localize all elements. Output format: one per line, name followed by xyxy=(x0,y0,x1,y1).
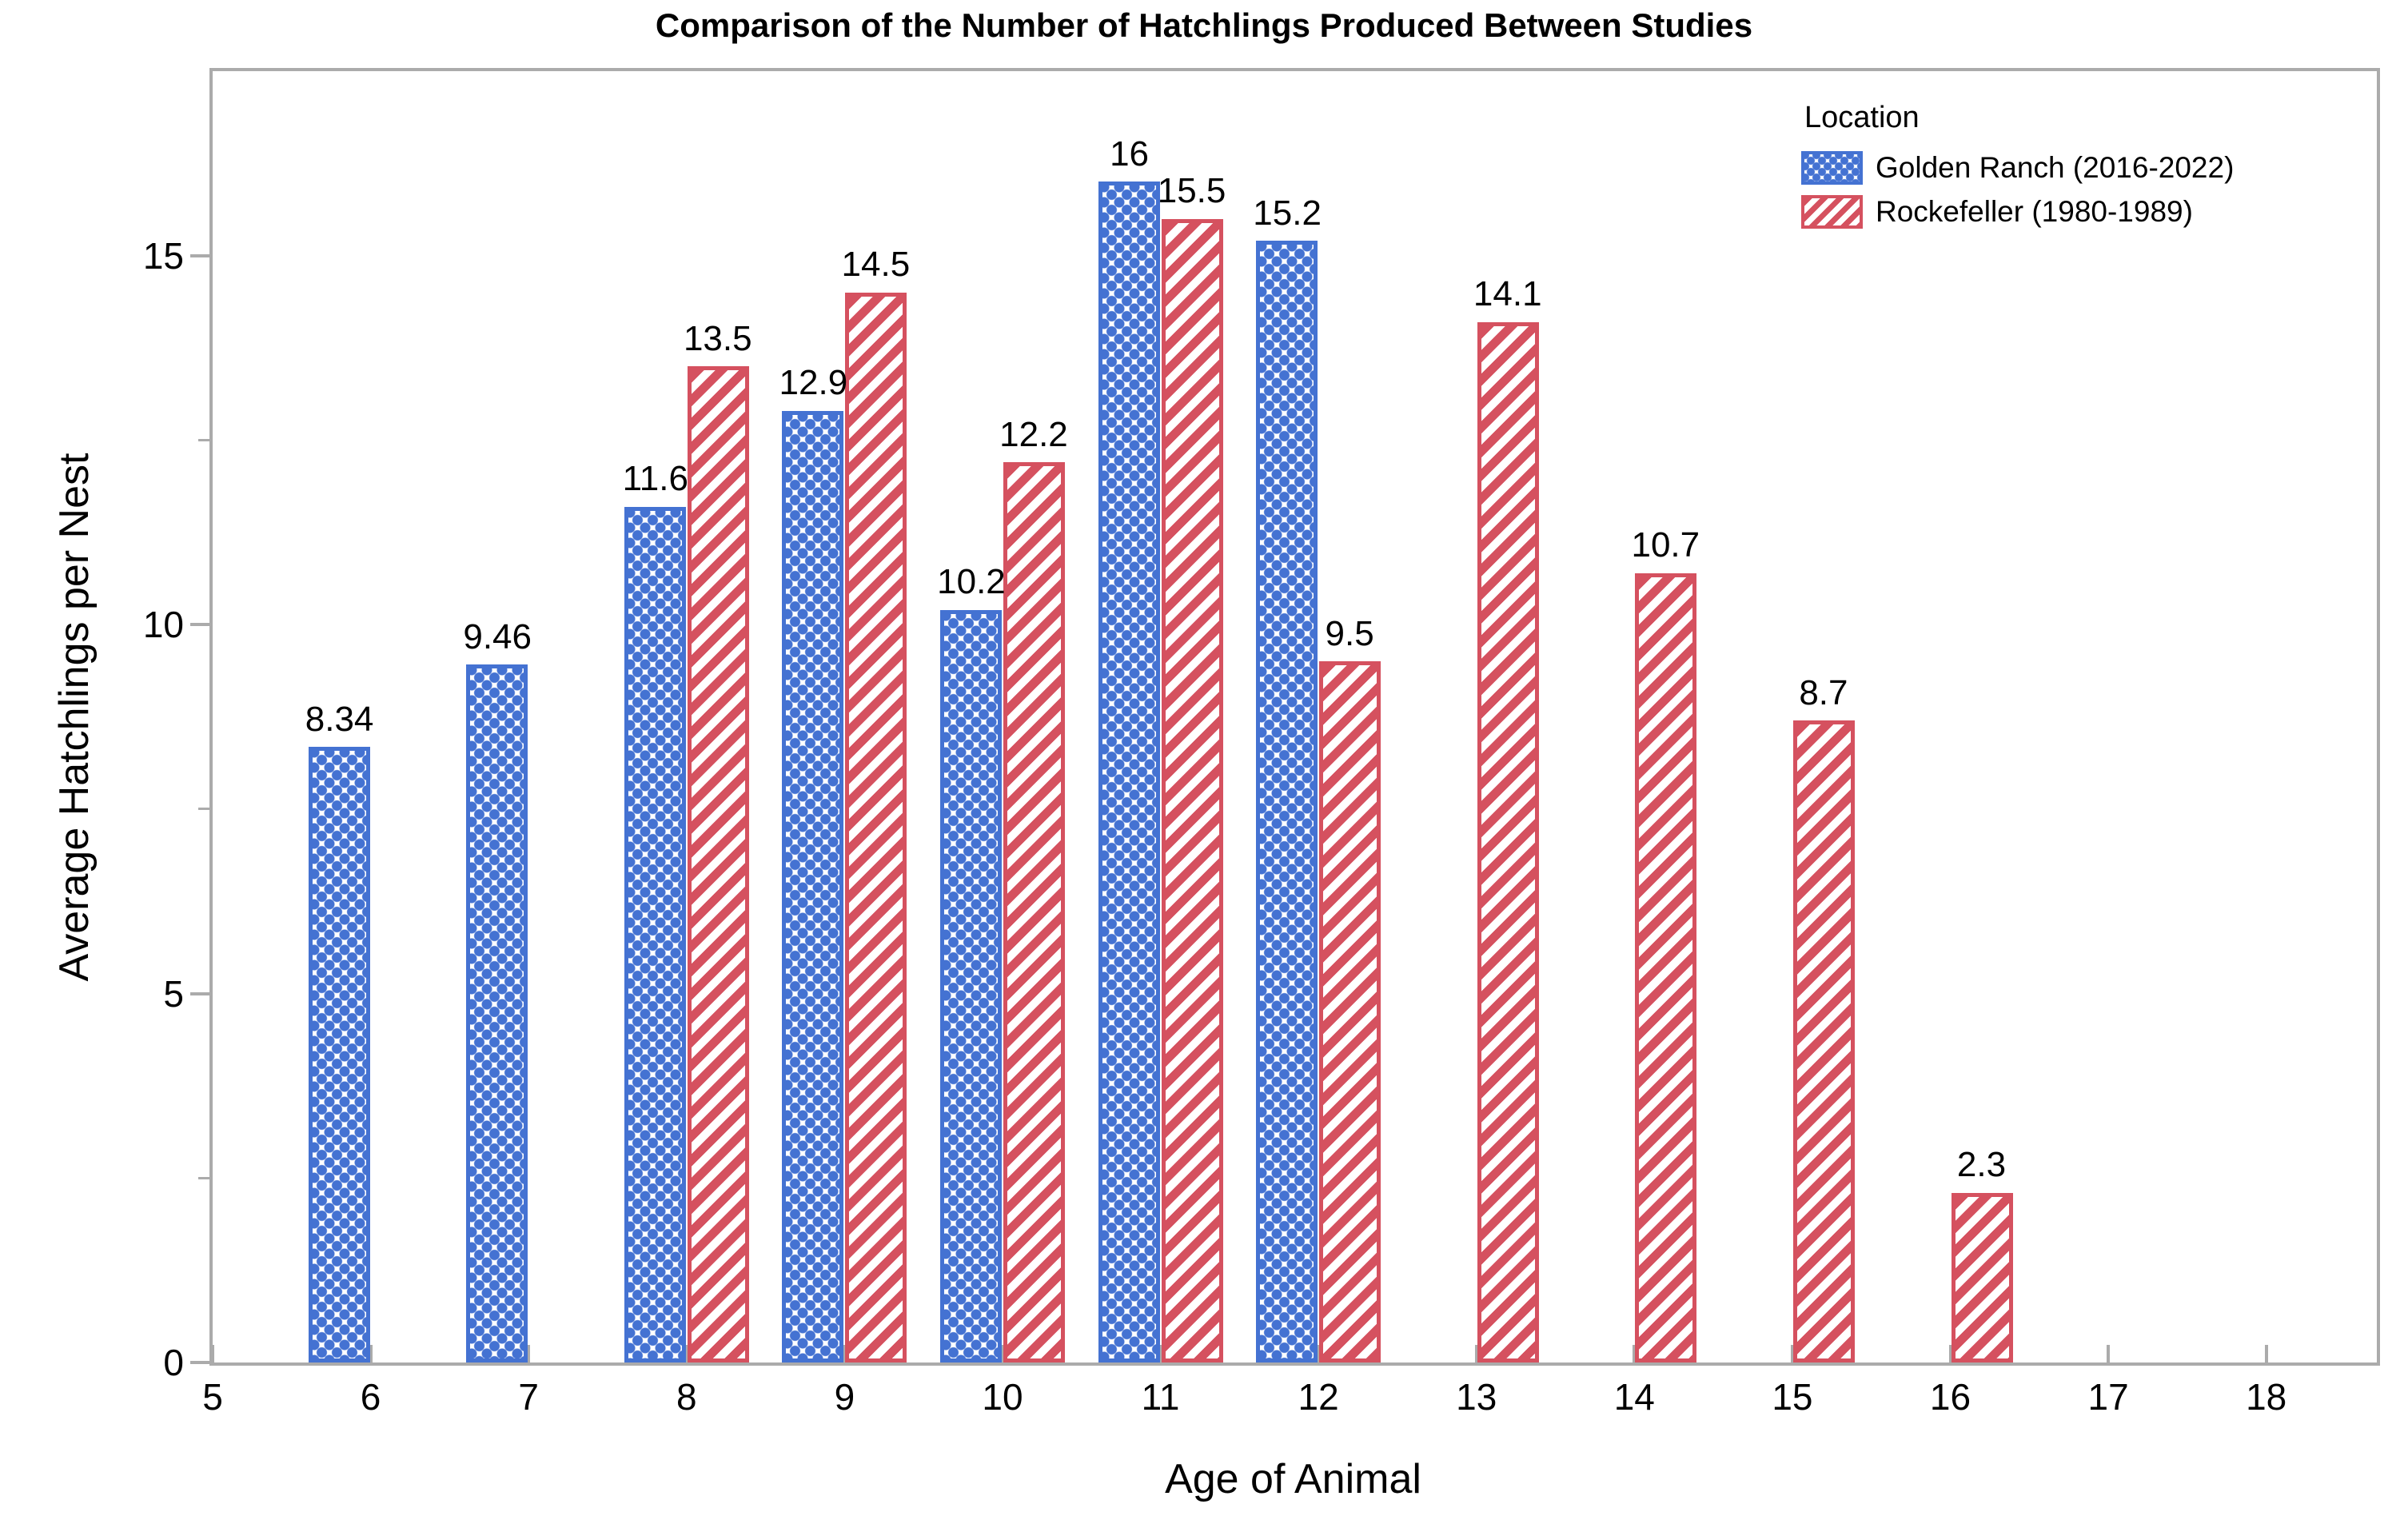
golden-ranch-swatch-icon xyxy=(1801,151,1863,185)
bar-golden-ranch-age-7 xyxy=(466,664,528,1362)
x-tick-label: 5 xyxy=(202,1376,223,1418)
bar-rockefeller-age-13 xyxy=(1477,321,1539,1362)
x-tick-mark xyxy=(1317,1345,1321,1362)
y-tick-mark-major xyxy=(190,1361,209,1364)
x-tick-label: 10 xyxy=(982,1376,1023,1418)
x-tick-mark xyxy=(843,1345,847,1362)
bar-rockefeller-age-10 xyxy=(1003,462,1065,1362)
bar-rockefeller-age-16 xyxy=(1951,1192,2013,1362)
bar-value-label: 14.1 xyxy=(1473,274,1542,314)
bar-golden-ranch-age-6 xyxy=(308,747,370,1362)
x-tick-mark xyxy=(1948,1345,1952,1362)
y-tick-mark-minor xyxy=(198,808,209,811)
x-tick-mark xyxy=(2264,1345,2268,1362)
bar-value-label: 8.7 xyxy=(1799,672,1848,712)
x-tick-label: 11 xyxy=(1141,1376,1180,1418)
x-tick-label: 8 xyxy=(676,1376,697,1418)
x-tick-label: 17 xyxy=(2087,1376,2129,1418)
bar-value-label: 9.46 xyxy=(463,616,532,656)
x-tick-mark xyxy=(1633,1345,1637,1362)
bar-golden-ranch-age-9 xyxy=(782,410,844,1362)
legend-entry-golden-ranch: Golden Ranch (2016-2022) xyxy=(1801,151,2234,185)
bar-value-label: 11.6 xyxy=(622,459,688,499)
y-tick-mark-minor xyxy=(198,438,209,441)
bar-rockefeller-age-14 xyxy=(1635,572,1697,1362)
y-tick-mark-major xyxy=(190,623,209,627)
x-tick-mark xyxy=(527,1345,531,1362)
bar-rockefeller-age-9 xyxy=(845,292,907,1362)
x-tick-label: 12 xyxy=(1298,1376,1339,1418)
legend-entry-rockefeller: Rockefeller (1980-1989) xyxy=(1801,195,2234,229)
bar-rockefeller-age-12 xyxy=(1319,661,1381,1362)
bar-value-label: 2.3 xyxy=(1956,1145,2007,1185)
bar-golden-ranch-age-11 xyxy=(1098,182,1160,1362)
x-tick-mark xyxy=(369,1345,373,1362)
y-tick-label: 5 xyxy=(163,972,184,1015)
bar-value-label: 16 xyxy=(1110,134,1150,174)
legend: Location Golden Ranch (2016-2022) Rockef… xyxy=(1801,101,2234,239)
bar-value-label: 15.2 xyxy=(1253,193,1322,233)
bar-golden-ranch-age-8 xyxy=(624,506,686,1362)
bar-value-label: 8.34 xyxy=(305,699,374,739)
x-tick-label: 14 xyxy=(1613,1376,1655,1418)
bar-rockefeller-age-8 xyxy=(687,366,749,1362)
legend-entry-label: Golden Ranch (2016-2022) xyxy=(1876,151,2235,184)
bar-value-label: 10.2 xyxy=(937,562,1006,602)
x-tick-mark xyxy=(2107,1345,2111,1362)
plot-content: 5 6 7 8 9 10 11 12 13 14 15 16 17 18 0 5 10 15 8.34 9.46 11.… xyxy=(143,71,2377,1418)
y-tick-label: 0 xyxy=(163,1342,184,1383)
y-tick-mark-major xyxy=(190,253,209,257)
bar-golden-ranch-age-10 xyxy=(939,609,1002,1362)
x-tick-label: 13 xyxy=(1456,1376,1497,1418)
bar-value-label: 12.9 xyxy=(779,363,848,403)
x-axis-title: Age of Animal xyxy=(1165,1456,1421,1502)
x-tick-mark xyxy=(1474,1345,1478,1362)
x-tick-mark xyxy=(684,1345,688,1362)
x-tick-label: 15 xyxy=(1772,1376,1813,1418)
bar-value-label: 12.2 xyxy=(999,414,1068,454)
x-tick-label: 9 xyxy=(834,1376,855,1418)
x-tick-mark xyxy=(1790,1345,1794,1362)
y-tick-label: 15 xyxy=(142,234,184,277)
y-axis-title: Average Hatchlings per Nest xyxy=(51,453,98,982)
plot-area: 5 6 7 8 9 10 11 12 13 14 15 16 17 18 0 5 10 15 8.34 9.46 11.… xyxy=(143,68,2380,1418)
y-tick-mark-major xyxy=(190,991,209,995)
bar-value-label: 10.7 xyxy=(1631,525,1700,565)
y-tick-mark-minor xyxy=(198,1176,209,1179)
bar-value-label: 13.5 xyxy=(683,318,752,358)
bar-rockefeller-age-15 xyxy=(1792,720,1855,1362)
bar-value-label: 15.5 xyxy=(1157,171,1226,211)
bar-golden-ranch-age-12 xyxy=(1256,241,1318,1362)
bar-value-label: 14.5 xyxy=(841,245,911,285)
x-tick-mark xyxy=(1000,1345,1004,1362)
bar-rockefeller-age-11 xyxy=(1161,218,1223,1362)
x-tick-label: 7 xyxy=(518,1376,539,1418)
bar-value-label: 9.5 xyxy=(1325,613,1374,653)
legend-entry-label: Rockefeller (1980-1989) xyxy=(1876,195,2193,228)
legend-title: Location xyxy=(1804,101,1920,134)
x-tick-label: 16 xyxy=(1929,1376,1971,1418)
rockefeller-swatch-icon xyxy=(1801,195,1863,229)
x-tick-mark xyxy=(1158,1345,1162,1362)
y-tick-label: 10 xyxy=(142,604,184,646)
chart-title: Comparison of the Number of Hatchlings P… xyxy=(655,6,1753,44)
x-tick-label: 18 xyxy=(2246,1376,2287,1418)
x-tick-label: 6 xyxy=(360,1376,381,1418)
x-tick-mark xyxy=(211,1345,214,1362)
